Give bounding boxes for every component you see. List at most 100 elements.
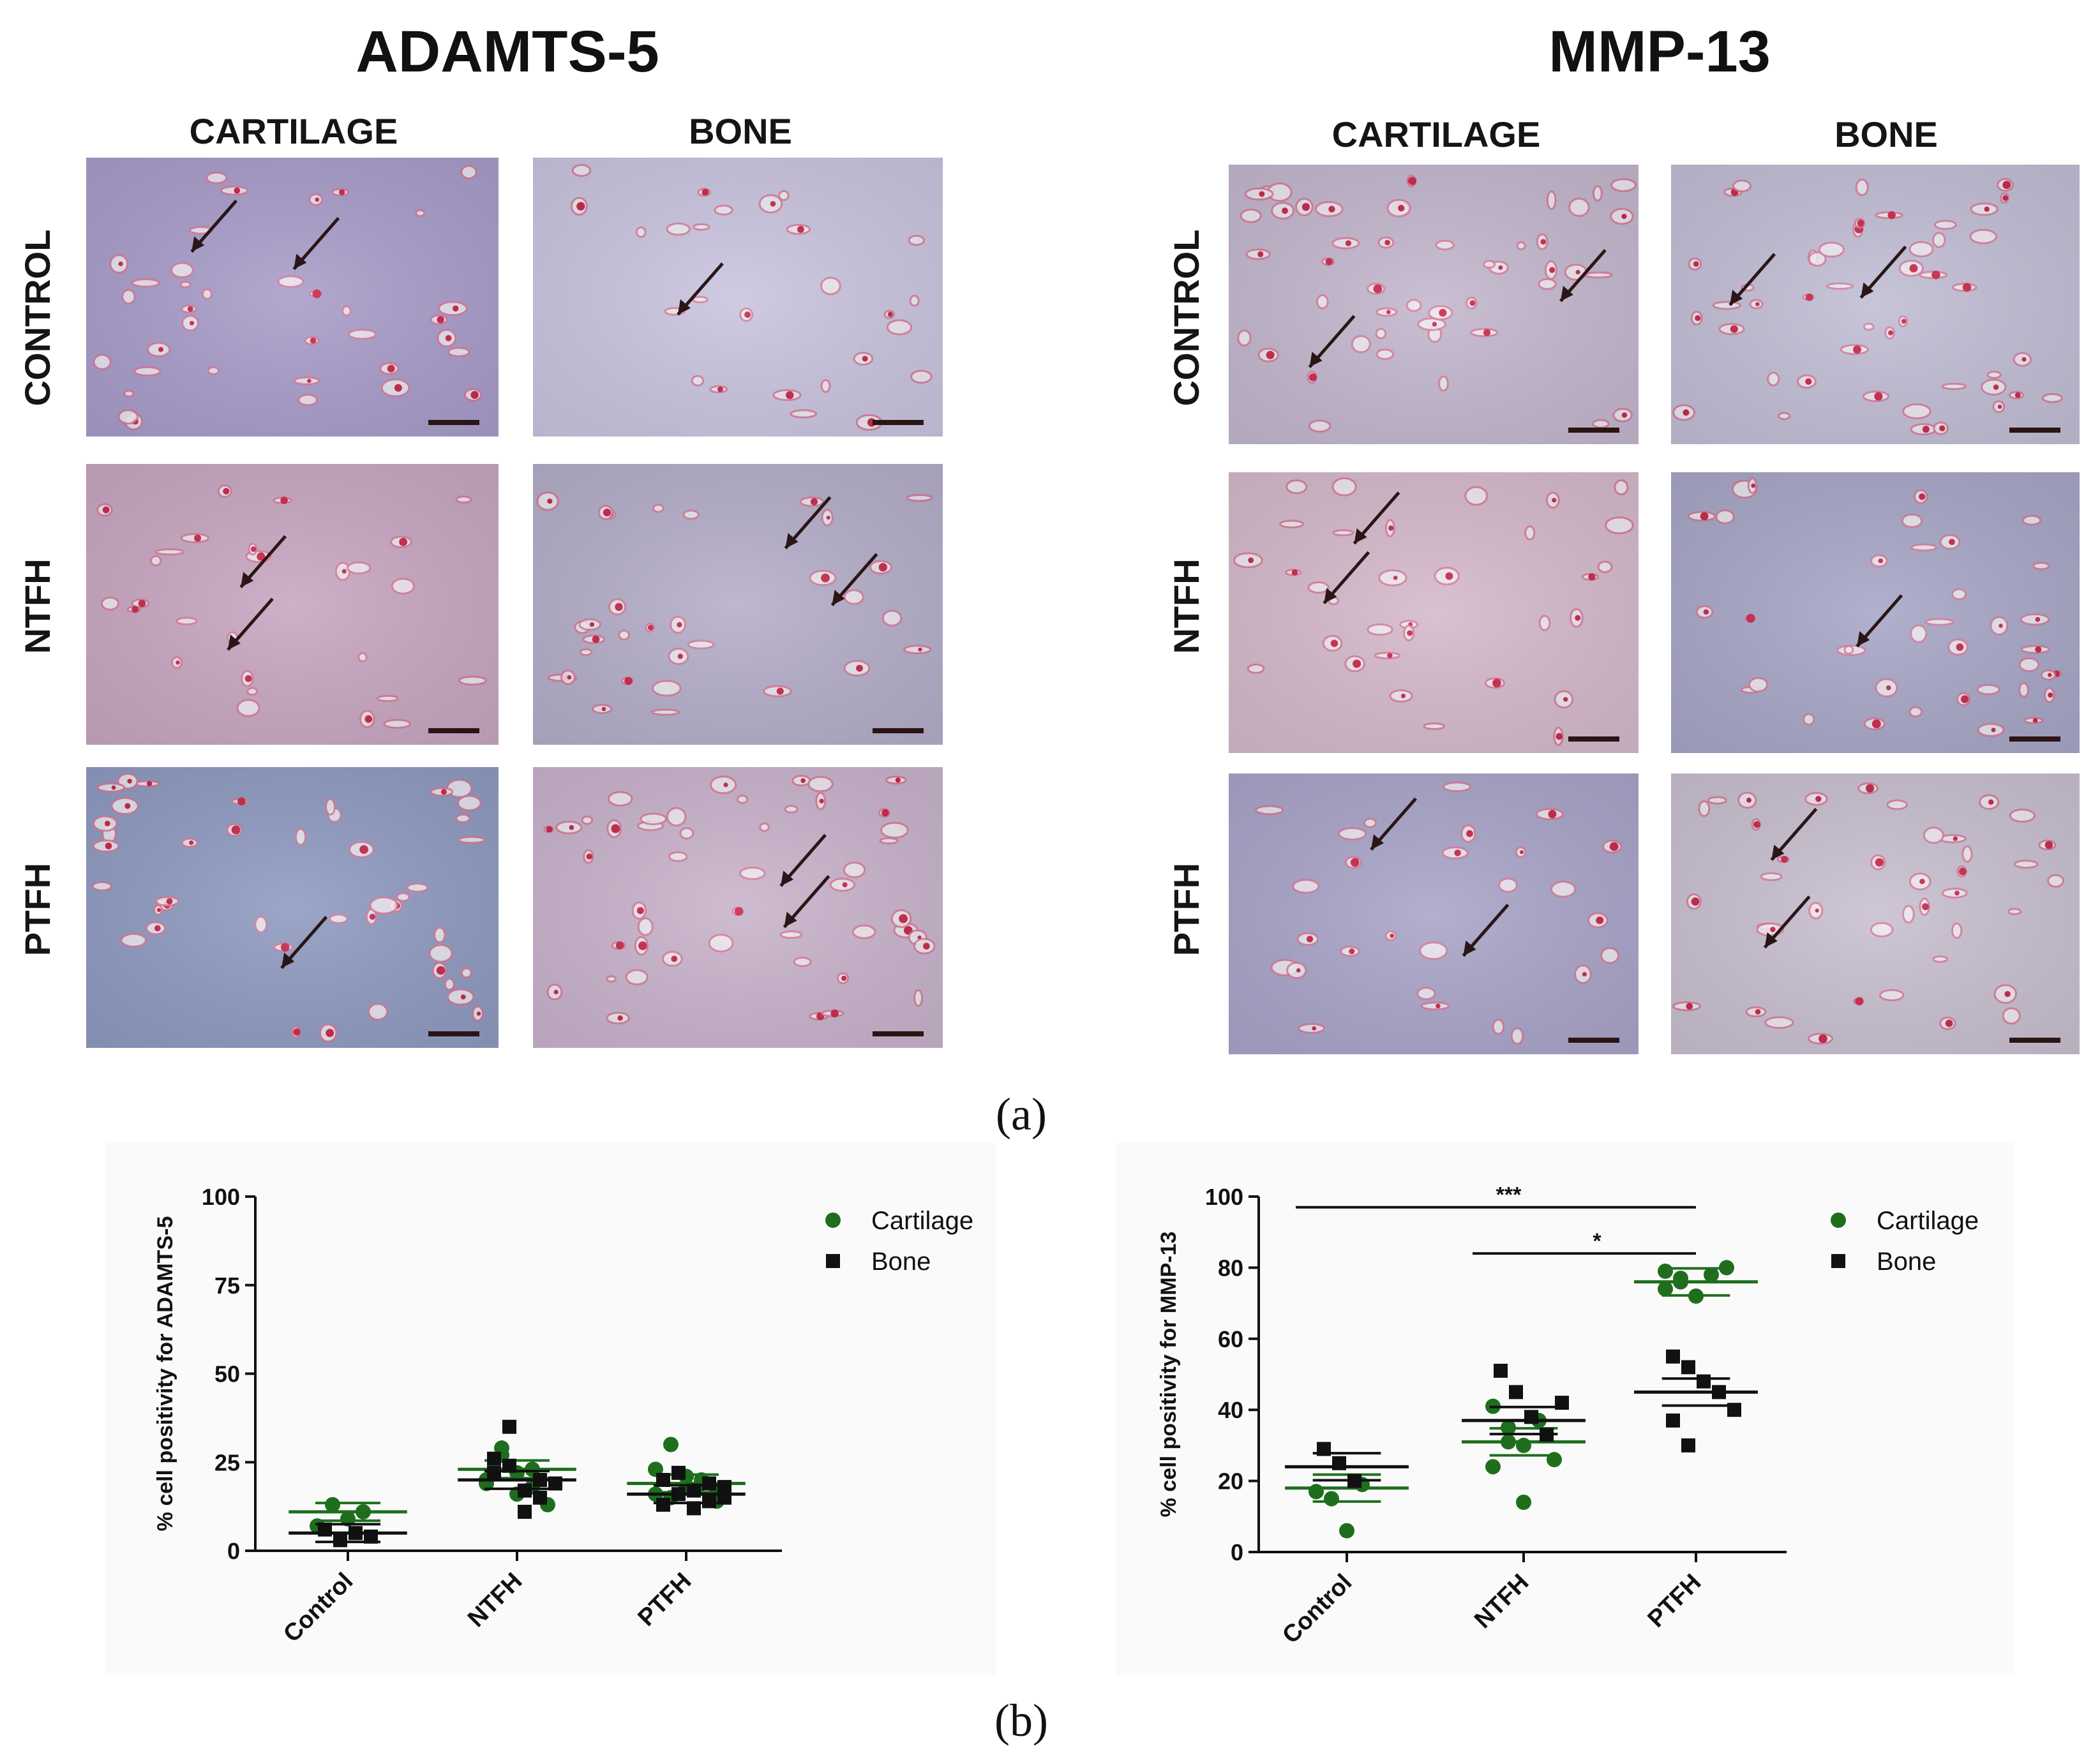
point-bone	[656, 1473, 670, 1487]
row-label-ptfh-mmp13: PTFH	[1166, 863, 1206, 956]
point-cartilage	[1485, 1459, 1501, 1475]
legend-marker	[1831, 1213, 1846, 1228]
point-cartilage	[325, 1497, 340, 1512]
point-bone	[687, 1501, 701, 1516]
row-label-ntfh-mmp13: NTFH	[1166, 558, 1206, 653]
scale-bar	[873, 1031, 924, 1036]
col-header-adamts5-cartilage: CARTILAGE	[190, 111, 398, 151]
arrow-head	[281, 952, 295, 968]
point-cartilage	[1516, 1437, 1531, 1453]
row-label-control-adamts5: CONTROL	[17, 230, 57, 407]
arrow-head	[1309, 352, 1323, 368]
micrograph-mmp13-ptfh-cartilage	[1229, 773, 1639, 1054]
y-axis-label: % cell positivity for ADAMTS-5	[153, 1216, 177, 1532]
y-tick-label: 80	[1218, 1255, 1243, 1281]
significance-label: ***	[1496, 1183, 1522, 1207]
row-label-control-mmp13: CONTROL	[1166, 230, 1206, 407]
legend-marker	[1831, 1254, 1845, 1268]
scale-bar	[1568, 1038, 1619, 1043]
point-bone	[702, 1476, 716, 1491]
scale-bar	[1568, 736, 1619, 742]
point-bone	[656, 1497, 670, 1512]
point-bone	[487, 1465, 501, 1480]
micrograph-mmp13-ptfh-bone	[1671, 773, 2080, 1054]
point-bone	[502, 1458, 516, 1473]
panel-b-caption: (b)	[994, 1695, 1048, 1746]
scale-bar	[2009, 1038, 2060, 1043]
point-bone	[333, 1533, 347, 1548]
micrograph-adamts5-control-bone	[533, 158, 943, 437]
arrow-head	[1764, 932, 1778, 948]
y-tick-label: 0	[1231, 1539, 1243, 1565]
col-header-adamts5-bone: BONE	[689, 111, 792, 151]
legend-label: Bone	[1877, 1248, 1936, 1276]
micrograph-adamts5-ntfh-cartilage	[86, 464, 499, 745]
arrow-head	[1324, 588, 1337, 604]
point-bone	[1681, 1360, 1695, 1375]
scale-bar	[428, 1031, 479, 1036]
point-bone	[487, 1451, 501, 1466]
arrow-head	[241, 572, 254, 588]
scale-bar	[2009, 428, 2060, 433]
legend-label: Cartilage	[1877, 1207, 1979, 1235]
micrograph-adamts5-control-cartilage	[86, 158, 499, 437]
row-label-ntfh-adamts5: NTFH	[17, 558, 57, 653]
y-tick-label: 100	[1205, 1184, 1243, 1210]
arrow-head	[1857, 631, 1870, 646]
y-tick-label: 100	[202, 1184, 240, 1210]
arrow-head	[1354, 528, 1367, 544]
point-bone	[518, 1483, 532, 1498]
point-bone	[702, 1494, 716, 1509]
point-cartilage	[663, 1437, 679, 1452]
y-tick-label: 0	[227, 1538, 240, 1564]
point-bone	[1509, 1385, 1523, 1400]
y-tick-label: 25	[214, 1449, 240, 1475]
col-header-mmp13-bone: BONE	[1834, 114, 1938, 154]
micrograph-adamts5-ptfh-cartilage	[86, 767, 499, 1048]
arrow-head	[832, 590, 845, 606]
point-cartilage	[1309, 1484, 1324, 1500]
scale-bar	[873, 420, 924, 425]
arrow-head	[1560, 285, 1573, 301]
point-bone	[1666, 1349, 1680, 1364]
legend-label: Bone	[871, 1248, 931, 1276]
arrow-head	[784, 911, 797, 927]
point-bone	[533, 1490, 547, 1505]
y-axis-label: % cell positivity for MMP-13	[1157, 1232, 1181, 1518]
point-cartilage	[340, 1511, 356, 1527]
col-header-mmp13-cartilage: CARTILAGE	[1332, 114, 1541, 154]
point-bone	[1666, 1413, 1680, 1428]
scale-bar	[428, 420, 479, 425]
point-bone	[1681, 1438, 1695, 1452]
adamts5-title: ADAMTS-5	[356, 19, 659, 84]
micrograph-mmp13-ntfh-cartilage	[1229, 472, 1639, 753]
point-cartilage	[1658, 1263, 1673, 1279]
arrow-head	[191, 236, 205, 252]
legend-marker	[826, 1254, 840, 1268]
arrow-head	[785, 533, 799, 549]
arrow-head	[1730, 290, 1743, 306]
point-bone	[1494, 1363, 1508, 1378]
legend-marker	[825, 1213, 841, 1228]
y-tick-label: 40	[1218, 1397, 1243, 1423]
row-label-ptfh-adamts5: PTFH	[17, 863, 57, 956]
arrow-head	[781, 870, 794, 886]
micrograph-mmp13-control-cartilage	[1229, 165, 1639, 444]
point-bone	[671, 1465, 686, 1480]
point-bone	[1555, 1396, 1569, 1410]
point-bone	[1697, 1374, 1711, 1389]
point-cartilage	[1324, 1491, 1339, 1507]
legend-label: Cartilage	[871, 1207, 973, 1235]
arrow-head	[227, 634, 241, 650]
scale-bar	[873, 728, 924, 733]
point-cartilage	[1658, 1281, 1673, 1297]
point-cartilage	[1704, 1267, 1719, 1283]
point-bone	[1727, 1403, 1741, 1417]
y-tick-label: 50	[214, 1361, 240, 1387]
arrow-head	[677, 299, 691, 315]
scale-bar	[2009, 736, 2060, 742]
arrow-head	[1771, 844, 1785, 860]
y-tick-label: 75	[214, 1273, 240, 1299]
arrow-head	[1371, 834, 1384, 850]
